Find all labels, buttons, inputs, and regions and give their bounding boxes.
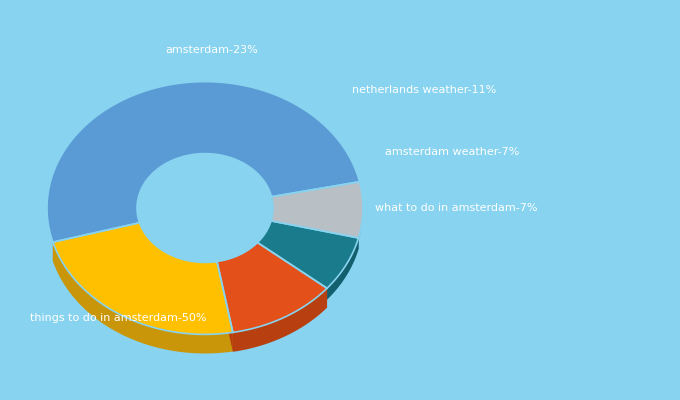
Polygon shape — [47, 82, 360, 242]
Polygon shape — [53, 223, 139, 261]
Polygon shape — [217, 242, 258, 281]
Polygon shape — [327, 238, 358, 300]
Polygon shape — [271, 197, 273, 224]
Text: netherlands weather-11%: netherlands weather-11% — [352, 85, 496, 95]
Polygon shape — [217, 262, 233, 352]
Text: things to do in amsterdam-50%: things to do in amsterdam-50% — [30, 313, 207, 323]
Polygon shape — [271, 221, 358, 241]
Polygon shape — [53, 242, 233, 354]
Polygon shape — [258, 221, 358, 288]
Text: what to do in amsterdam-7%: what to do in amsterdam-7% — [375, 203, 537, 213]
Polygon shape — [139, 223, 217, 282]
Polygon shape — [217, 262, 233, 352]
Polygon shape — [271, 221, 358, 249]
Polygon shape — [271, 182, 363, 238]
Polygon shape — [258, 221, 271, 254]
Polygon shape — [271, 182, 360, 200]
Polygon shape — [258, 242, 327, 308]
Polygon shape — [53, 223, 233, 334]
Text: amsterdam-23%: amsterdam-23% — [165, 45, 258, 55]
Polygon shape — [233, 288, 327, 352]
Text: amsterdam weather-7%: amsterdam weather-7% — [385, 147, 520, 157]
Polygon shape — [258, 242, 327, 300]
Polygon shape — [358, 182, 363, 241]
Polygon shape — [217, 242, 327, 332]
